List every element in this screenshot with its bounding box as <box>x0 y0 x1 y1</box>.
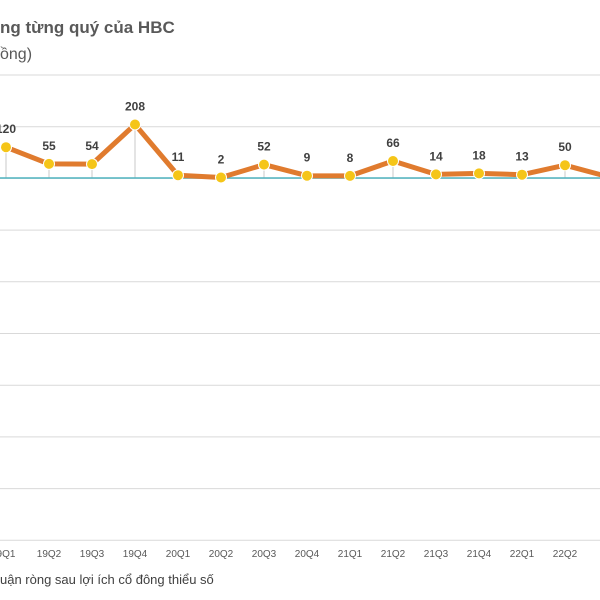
data-label: 208 <box>125 100 145 114</box>
data-label: 54 <box>85 139 99 153</box>
data-point <box>86 158 98 171</box>
data-label: 2 <box>218 153 225 167</box>
x-tick-label: 20Q3 <box>252 549 277 560</box>
data-label: 66 <box>386 136 400 150</box>
data-labels: 120 55 54 208 11 2 52 9 8 66 14 18 13 50 <box>0 100 572 167</box>
x-tick-label: 19Q4 <box>123 549 148 560</box>
data-point <box>43 157 55 170</box>
data-point <box>473 167 485 180</box>
data-label: 8 <box>347 151 354 165</box>
data-point <box>516 168 528 181</box>
data-label: 13 <box>515 150 529 164</box>
x-tick-label: 19Q2 <box>37 549 62 560</box>
x-tick-label: 20Q4 <box>295 549 320 560</box>
data-label: 11 <box>172 150 185 164</box>
x-axis-ticks: 9Q1 19Q2 19Q3 19Q4 20Q1 20Q2 20Q3 20Q4 21Q1 21Q2 2… <box>0 549 578 560</box>
chart-subtitle: ồng) <box>0 46 33 63</box>
legend-label: uận ròng sau lợi ích cổ đông thiểu số <box>0 572 214 587</box>
x-tick-label: 9Q1 <box>0 549 16 560</box>
data-point <box>258 158 270 171</box>
data-point <box>129 118 141 131</box>
data-label: 52 <box>257 140 271 154</box>
x-tick-label: 22Q2 <box>553 549 578 560</box>
x-tick-label: 21Q3 <box>424 549 449 560</box>
x-tick-label: 20Q1 <box>166 549 191 560</box>
data-point <box>559 159 571 172</box>
data-label: 9 <box>304 151 311 165</box>
data-label: 14 <box>429 149 443 163</box>
data-point <box>430 168 442 181</box>
x-tick-label: 22Q1 <box>510 549 535 560</box>
data-label: 120 <box>0 122 16 136</box>
data-point <box>215 171 227 184</box>
data-point <box>172 169 184 182</box>
data-point <box>0 141 12 154</box>
series-markers <box>0 118 571 184</box>
x-tick-label: 20Q2 <box>209 549 234 560</box>
data-point <box>387 155 399 167</box>
x-tick-label: 21Q2 <box>381 549 406 560</box>
chart-title: ng từng quý của HBC <box>0 18 175 37</box>
data-label: 50 <box>558 140 572 154</box>
x-tick-label: 19Q3 <box>80 549 105 560</box>
data-point <box>344 169 356 182</box>
data-label: 18 <box>472 148 486 162</box>
data-label: 55 <box>42 139 56 153</box>
x-tick-label: 21Q4 <box>467 549 492 560</box>
data-point <box>301 169 313 182</box>
x-tick-label: 21Q1 <box>338 549 363 560</box>
